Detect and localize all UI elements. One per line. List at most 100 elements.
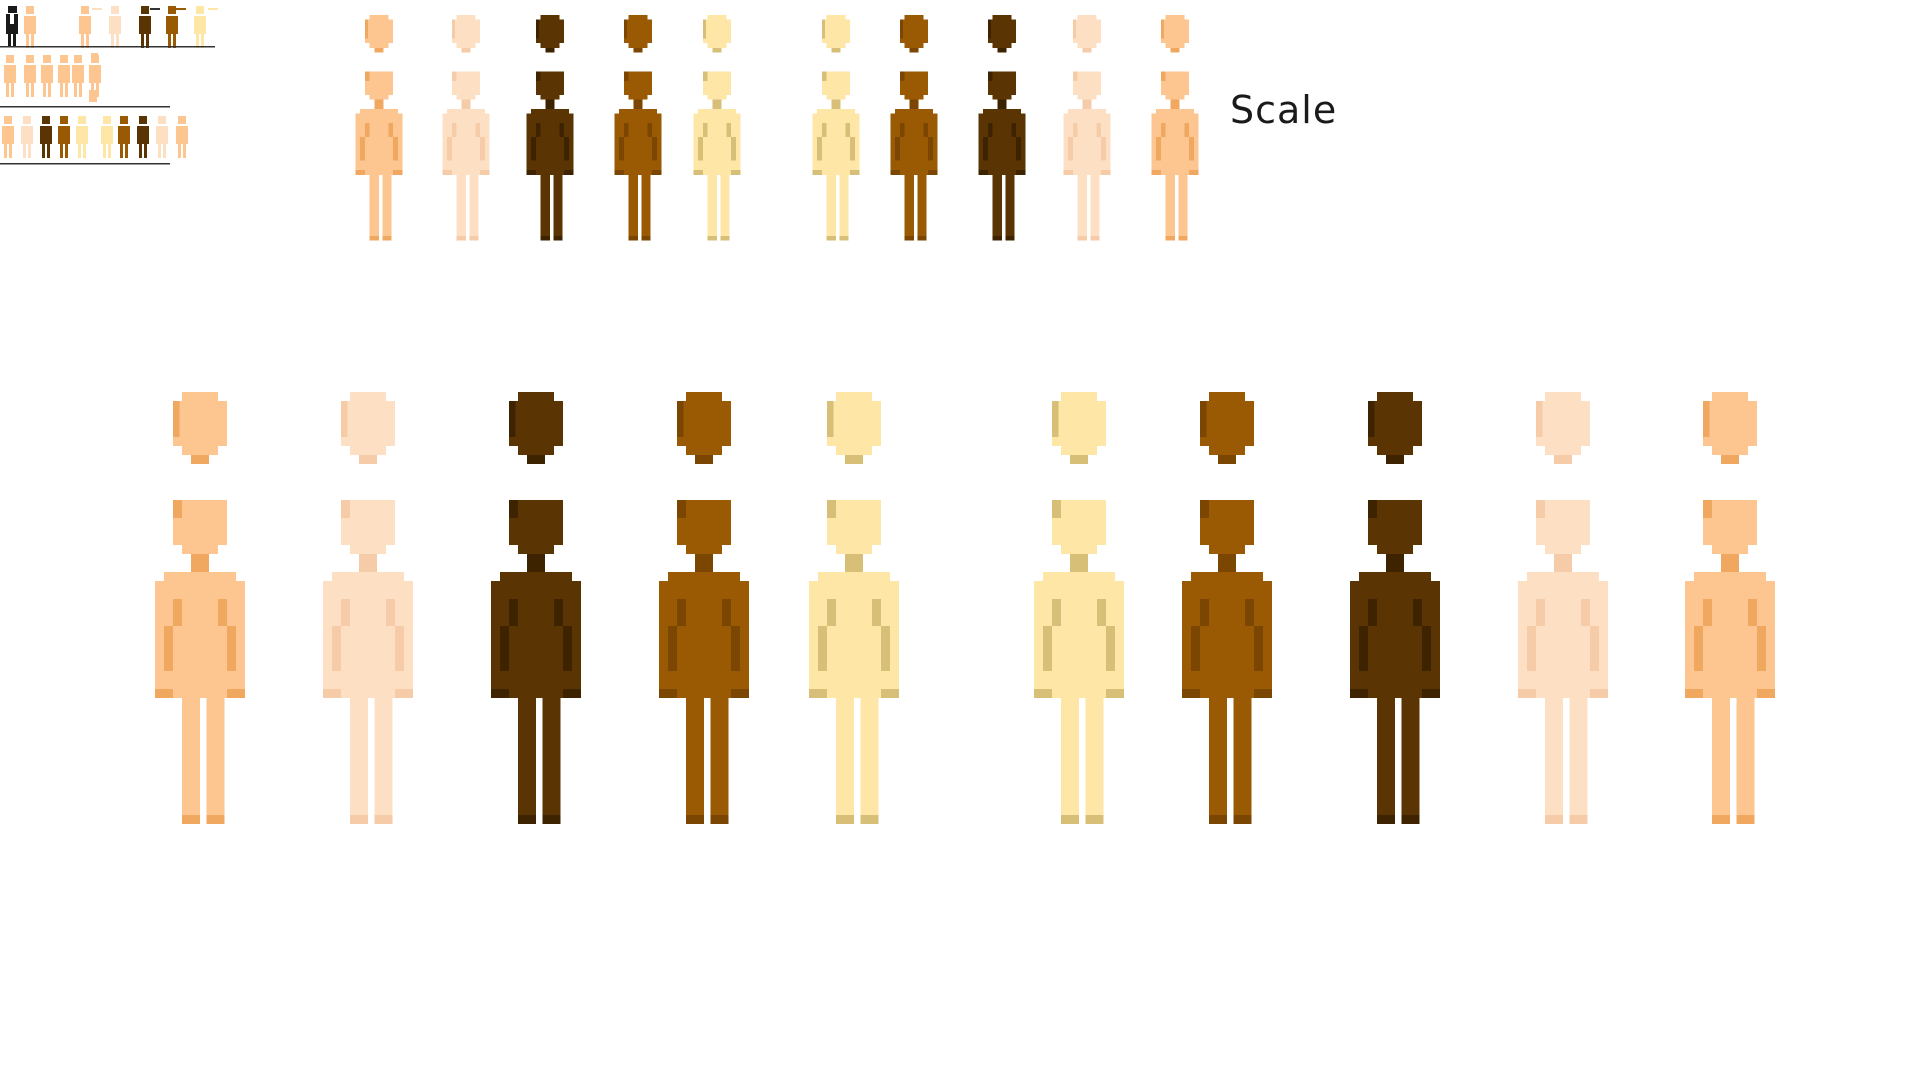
head <box>369 15 389 20</box>
head-shade <box>509 401 516 437</box>
upper-head <box>836 545 872 554</box>
thumb-body <box>2 126 14 144</box>
neck <box>527 554 545 572</box>
upper-head <box>904 94 924 100</box>
leg <box>826 174 836 236</box>
thumb-head <box>26 6 34 14</box>
leg <box>904 174 914 236</box>
shoulders <box>447 109 485 114</box>
foot <box>686 815 704 824</box>
head <box>456 43 476 48</box>
chin <box>374 47 384 53</box>
foot <box>992 235 1002 241</box>
small-figure-2 <box>526 15 574 241</box>
leg <box>839 174 849 236</box>
thumb-head <box>196 6 204 14</box>
arm-line <box>702 123 708 138</box>
arm-shade <box>564 137 569 161</box>
arm-shade <box>881 626 890 671</box>
thumb-leg <box>65 83 68 97</box>
arm-line <box>987 123 993 138</box>
hand <box>1106 689 1124 698</box>
head <box>182 446 218 455</box>
upper-head <box>1077 94 1097 100</box>
hip <box>1377 689 1413 698</box>
leg <box>542 698 561 815</box>
shoulders <box>1694 572 1766 581</box>
upper-head <box>826 94 846 100</box>
head-shade <box>1703 401 1710 437</box>
hand <box>614 170 624 175</box>
hand <box>355 170 365 175</box>
hand <box>1350 689 1368 698</box>
head <box>1703 401 1757 446</box>
leg <box>1401 698 1420 815</box>
thumb-leg <box>60 144 63 158</box>
upper-head <box>350 545 386 554</box>
thumb-leg <box>168 34 171 48</box>
large-figure-0 <box>155 392 245 824</box>
head <box>677 401 731 446</box>
leg <box>917 174 927 236</box>
shoulders <box>164 572 236 581</box>
leg <box>1209 698 1227 815</box>
foot <box>839 235 849 241</box>
hand <box>1182 689 1200 698</box>
arm-shade <box>818 626 827 671</box>
upper-head-shade <box>173 500 182 518</box>
thumb-head <box>4 116 12 124</box>
foot <box>1085 815 1104 824</box>
thumb-row2-figure-1 <box>24 55 36 97</box>
foot <box>904 235 914 241</box>
large-figures-row <box>155 392 1775 824</box>
thumb-row2-figure-4 <box>72 55 84 97</box>
hand <box>155 689 173 698</box>
scale-label: Scale <box>1230 88 1338 132</box>
neck <box>191 554 209 572</box>
foot <box>710 815 729 824</box>
leg <box>206 698 225 815</box>
large-figure-8 <box>1518 392 1608 824</box>
hand <box>1422 689 1440 698</box>
thumb-row2-figure-3 <box>58 55 70 97</box>
thumb-head <box>141 6 149 14</box>
upper-head <box>451 71 481 95</box>
neck <box>831 99 841 109</box>
thumb-leg <box>183 144 186 158</box>
arm-shade <box>1254 626 1263 671</box>
hand <box>890 170 900 175</box>
thumb-leg <box>8 34 11 46</box>
head <box>1377 446 1413 455</box>
neck <box>1554 554 1572 572</box>
thumb-head <box>111 6 119 14</box>
arm-line <box>535 123 541 138</box>
large-figure-3 <box>659 392 749 824</box>
arm-shade <box>850 137 855 161</box>
thumb-leg <box>144 144 147 158</box>
head <box>1209 446 1245 455</box>
shoulders <box>332 572 404 581</box>
thumb-leg <box>83 144 86 158</box>
foot <box>518 815 536 824</box>
head-shade <box>702 19 707 39</box>
arm-line <box>1748 599 1757 626</box>
foot <box>1165 235 1175 241</box>
foot <box>206 815 225 824</box>
hand <box>1757 689 1775 698</box>
upper-head-shade <box>899 71 905 81</box>
thumb-body <box>72 65 84 83</box>
thumb-leg <box>4 144 7 158</box>
arm-line <box>1200 599 1209 626</box>
hip <box>182 689 218 698</box>
arm-line <box>1184 123 1190 138</box>
leg <box>1085 698 1104 815</box>
shoulders <box>619 109 657 114</box>
foot <box>1005 235 1015 241</box>
shoulders <box>1527 572 1599 581</box>
head <box>182 392 218 401</box>
upper-head-shade <box>1200 500 1209 518</box>
leg <box>710 698 729 815</box>
shoulders <box>818 572 890 581</box>
thumb-head-piece <box>91 53 98 60</box>
small-figure-0 <box>355 15 403 241</box>
